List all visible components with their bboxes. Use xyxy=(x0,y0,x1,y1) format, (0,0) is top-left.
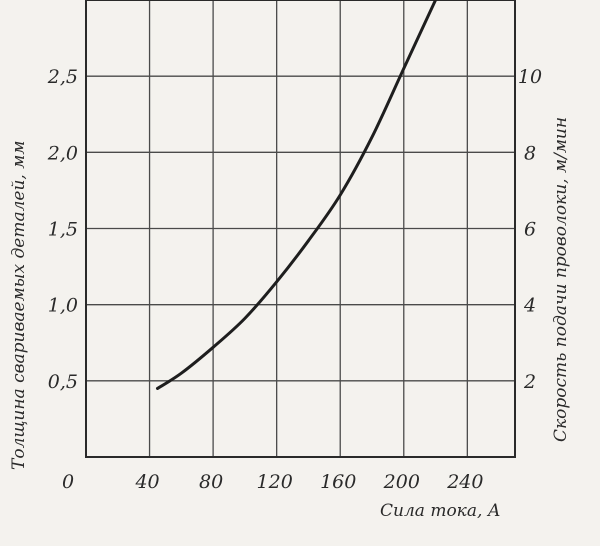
x-tick-label-2: 80 xyxy=(199,471,223,493)
right-y-tick-labels: 2 4 6 8 10 xyxy=(518,66,542,393)
right-y-tick-label-3: 8 xyxy=(524,142,536,164)
right-y-tick-label-2: 6 xyxy=(524,219,536,241)
left-y-tick-label-2: 1,5 xyxy=(48,219,78,241)
x-tick-label-6: 240 xyxy=(446,471,483,493)
x-tick-label-5: 200 xyxy=(383,471,420,493)
x-tick-label-4: 160 xyxy=(320,471,356,493)
left-y-axis-label: Толщина свариваемых деталей, мм xyxy=(9,141,29,470)
x-tick-label-1: 40 xyxy=(134,471,159,493)
left-y-tick-labels: 0,5 1,0 1,5 2,0 2,5 xyxy=(47,66,78,393)
right-y-tick-label-0: 2 xyxy=(523,371,536,393)
left-y-tick-label-0: 0,5 xyxy=(48,371,78,393)
right-y-tick-label-1: 4 xyxy=(523,295,536,317)
right-y-axis-label: Скорость подачи проволоки, м/мин xyxy=(551,117,571,442)
x-tick-labels: 0 40 80 120 160 200 240 xyxy=(62,471,484,493)
x-axis-label: Сила тока, А xyxy=(380,501,501,521)
plot-frame xyxy=(85,0,516,458)
grid-layer xyxy=(86,0,515,457)
series-line xyxy=(156,0,438,390)
left-y-tick-label-4: 2,5 xyxy=(47,66,78,88)
left-y-tick-label-1: 1,0 xyxy=(48,295,78,317)
right-y-tick-label-4: 10 xyxy=(518,66,542,88)
left-y-tick-label-3: 2,0 xyxy=(47,142,78,164)
x-tick-label-0: 0 xyxy=(62,471,74,493)
x-tick-label-3: 120 xyxy=(257,471,293,493)
